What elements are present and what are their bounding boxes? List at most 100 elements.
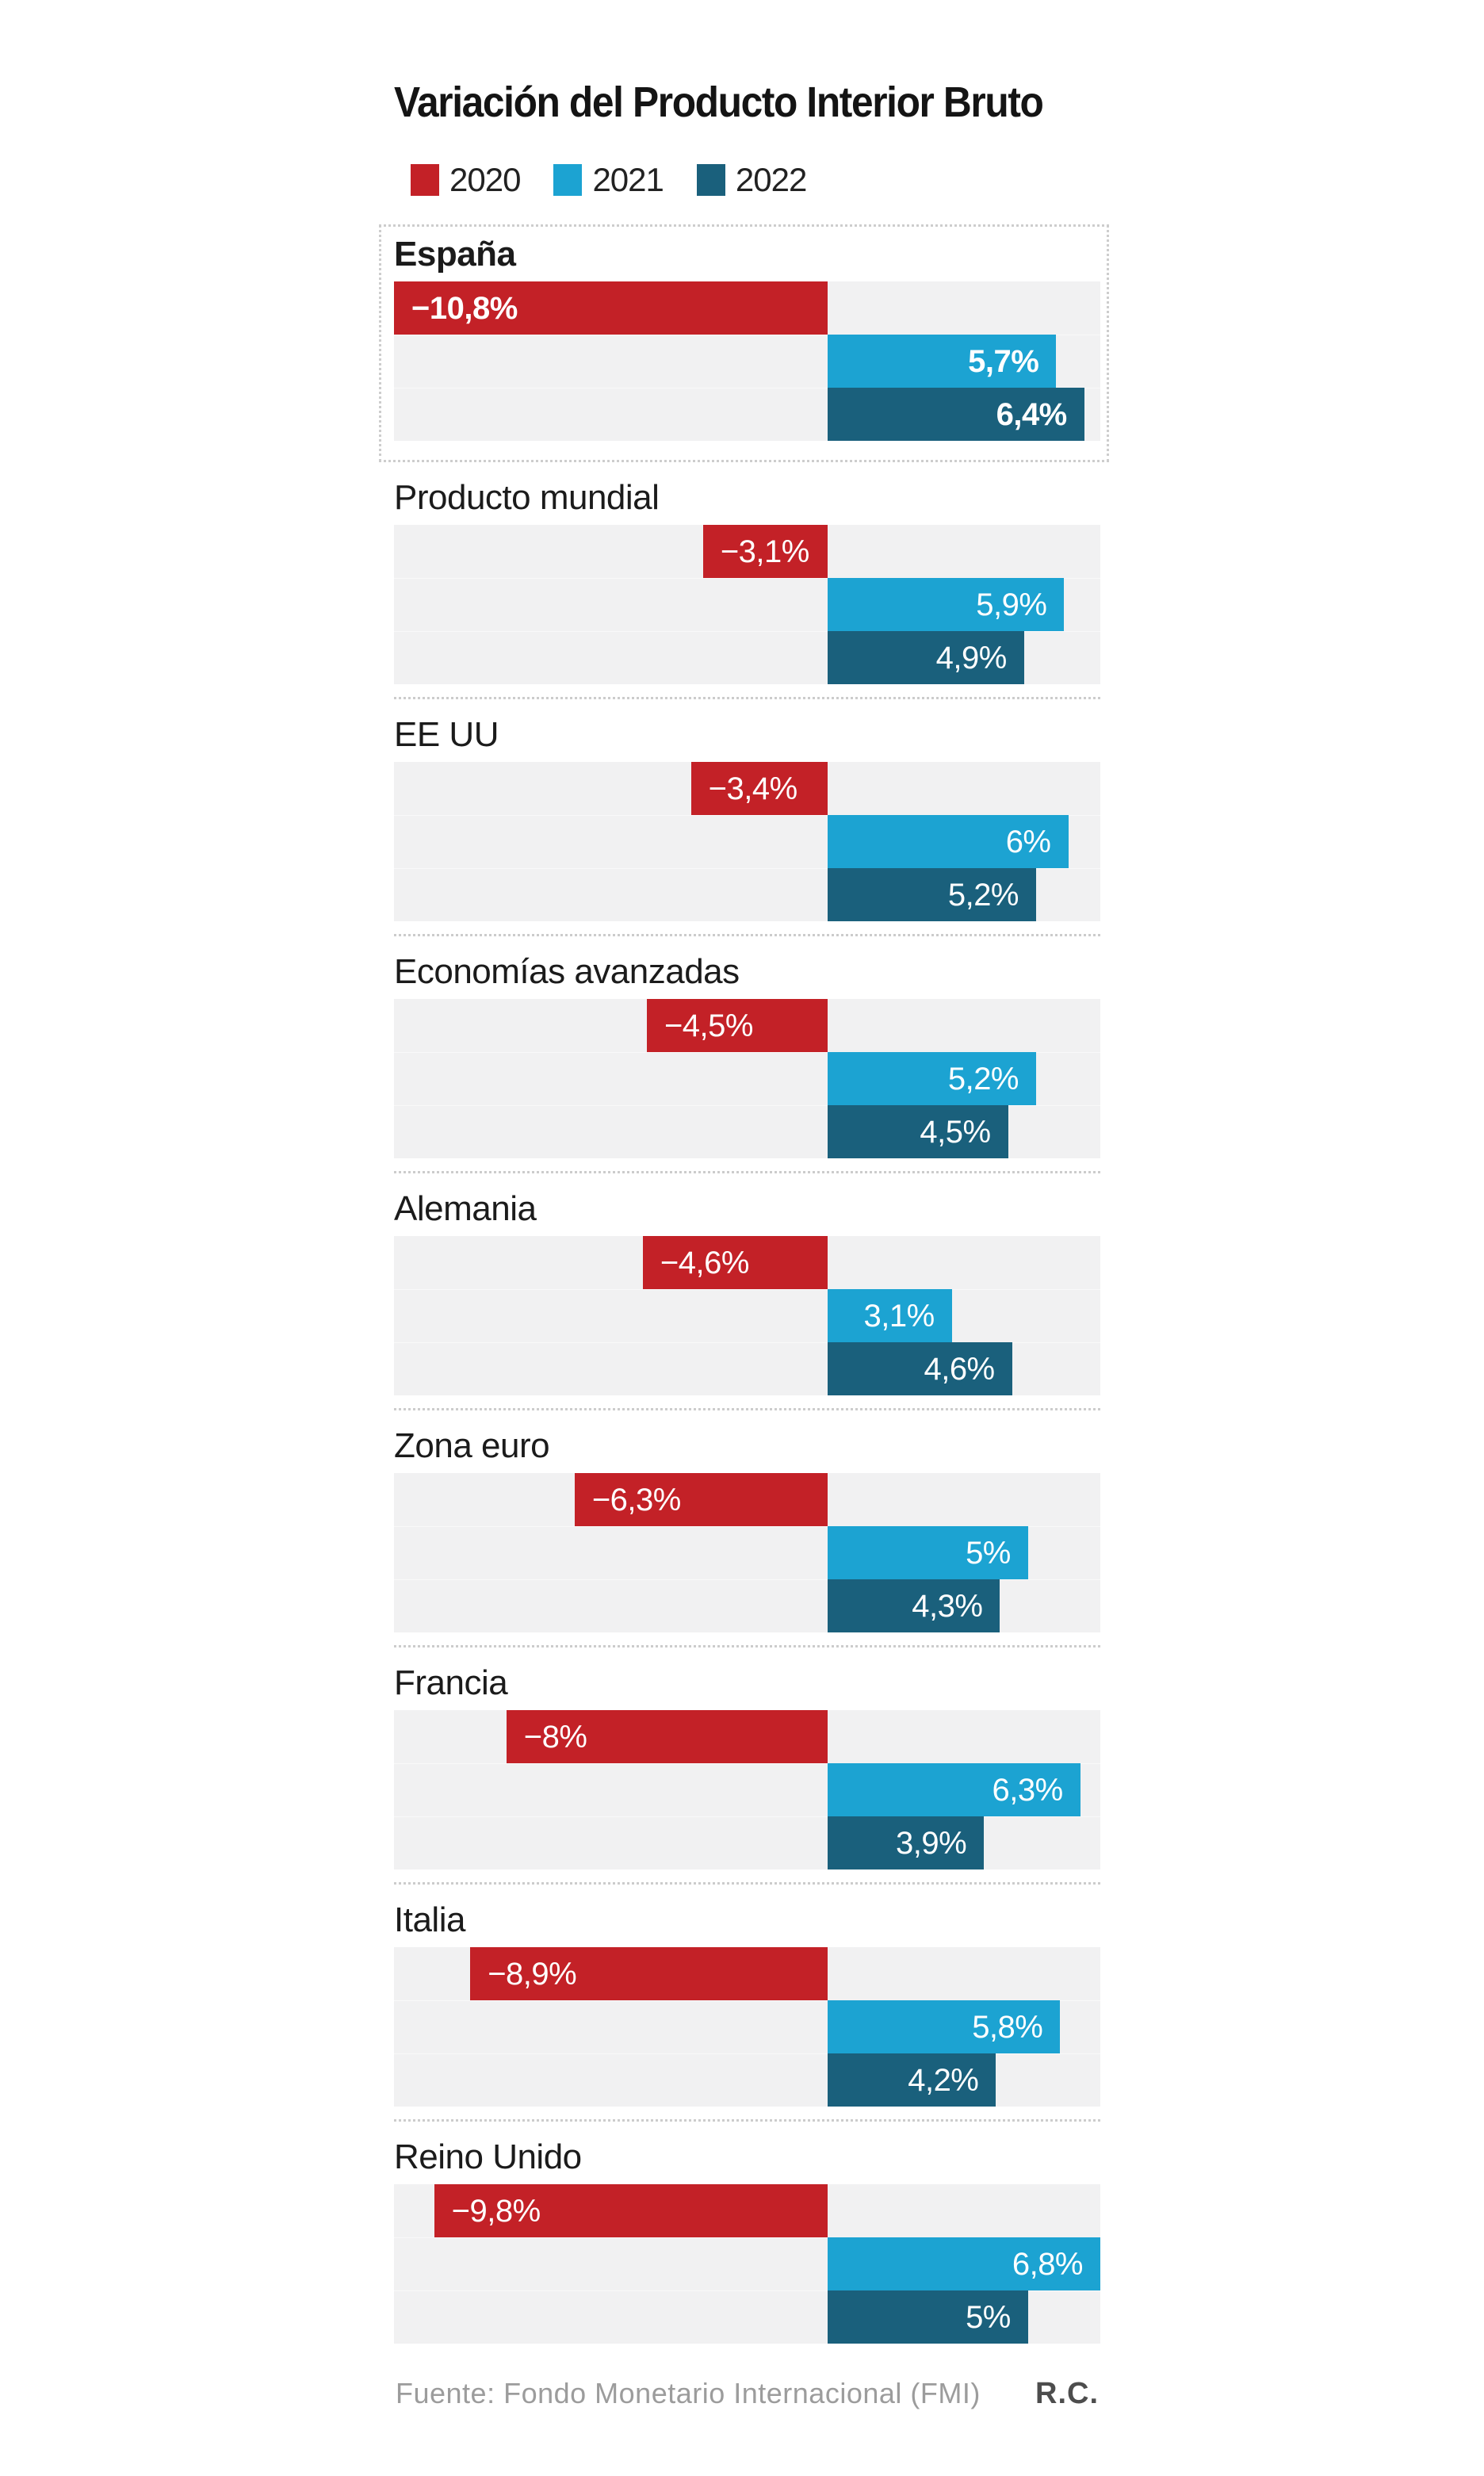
bar-value-label: −4,6% xyxy=(660,1245,750,1280)
gdp-bar-2021: 5,8% xyxy=(827,2000,1061,2053)
bar-track: 6,3% xyxy=(394,1763,1100,1816)
gdp-bar-2022: 4,2% xyxy=(827,2053,996,2107)
bar-rows: −6,3% 5% 4,3% xyxy=(394,1473,1100,1632)
bar-rows: −8% 6,3% 3,9% xyxy=(394,1710,1100,1869)
bar-track: 6,8% xyxy=(394,2237,1100,2290)
country-label: Francia xyxy=(394,1663,508,1702)
country-label: España xyxy=(394,235,516,274)
country-label: Economías avanzadas xyxy=(394,952,740,991)
bar-value-label: 4,6% xyxy=(924,1351,995,1387)
gdp-bar-2020: −6,3% xyxy=(574,1473,828,1526)
bar-rows: −3,1% 5,9% 4,9% xyxy=(394,525,1100,684)
legend-label: 2022 xyxy=(735,161,807,198)
country-block-highlighted: España −10,8% 5,7% 6,4% xyxy=(379,224,1109,462)
country-label: EE UU xyxy=(394,715,499,754)
bar-value-label: 5,7% xyxy=(968,343,1039,379)
bar-value-label: −10,8% xyxy=(411,290,518,326)
bar-rows: −10,8% 5,7% 6,4% xyxy=(394,281,1100,441)
legend-swatch-2021 xyxy=(553,164,583,196)
legend-swatch-2020 xyxy=(411,164,439,196)
bar-track: −8% xyxy=(394,1710,1100,1763)
bar-track: −6,3% xyxy=(394,1473,1100,1526)
bar-track: 4,9% xyxy=(394,631,1100,684)
gdp-bar-2020: −10,8% xyxy=(394,281,828,335)
country-label: Producto mundial xyxy=(394,478,660,517)
bar-rows: −8,9% 5,8% 4,2% xyxy=(394,1947,1100,2107)
country-label: Alemania xyxy=(394,1189,537,1228)
bar-value-label: 6% xyxy=(1005,824,1051,859)
bar-value-label: 5,8% xyxy=(972,2009,1043,2045)
legend-label: 2021 xyxy=(592,161,664,198)
legend-item-2022: 2022 xyxy=(696,161,807,198)
chart-title: Variación del Producto Interior Bruto xyxy=(394,78,1044,126)
bar-value-label: 6,4% xyxy=(996,396,1068,432)
bar-value-label: 5% xyxy=(966,1535,1011,1571)
bar-rows: −4,5% 5,2% 4,5% xyxy=(394,999,1100,1158)
bar-track: −9,8% xyxy=(394,2184,1100,2237)
bar-track: 5,9% xyxy=(394,578,1100,631)
bar-value-label: 5,9% xyxy=(976,587,1047,622)
bar-track: 3,9% xyxy=(394,1816,1100,1869)
bar-track: −4,5% xyxy=(394,999,1100,1052)
bar-track: −8,9% xyxy=(394,1947,1100,2000)
country-block: Alemania −4,6% 3,1% 4,6% xyxy=(394,1173,1100,1410)
bar-track: 5,7% xyxy=(394,335,1100,388)
bar-value-label: −9,8% xyxy=(451,2193,541,2229)
country-block: Italia −8,9% 5,8% 4,2% xyxy=(394,1885,1100,2122)
bar-track: −3,1% xyxy=(394,525,1100,578)
country-block: EE UU −3,4% 6% 5,2% xyxy=(394,699,1100,936)
legend-item-2021: 2021 xyxy=(553,161,664,198)
bar-track: 4,2% xyxy=(394,2053,1100,2107)
gdp-bar-2021: 3,1% xyxy=(827,1289,952,1342)
legend: 2020 2021 2022 xyxy=(411,161,807,198)
gdp-bar-2020: −4,5% xyxy=(646,999,828,1052)
gdp-bar-2021: 5% xyxy=(827,1526,1028,1579)
bar-track: 5,2% xyxy=(394,1052,1100,1105)
bar-value-label: 6,8% xyxy=(1012,2246,1084,2282)
bar-value-label: −4,5% xyxy=(664,1008,754,1043)
bar-track: 5,8% xyxy=(394,2000,1100,2053)
bar-value-label: −3,4% xyxy=(708,771,798,806)
gdp-bar-2022: 4,9% xyxy=(827,631,1024,684)
country-block: Reino Unido −9,8% 6,8% 5% xyxy=(394,2122,1100,2356)
legend-item-2020: 2020 xyxy=(411,163,521,197)
bar-value-label: 3,9% xyxy=(896,1825,967,1861)
bar-track: 4,3% xyxy=(394,1579,1100,1632)
bar-rows: −9,8% 6,8% 5% xyxy=(394,2184,1100,2344)
bar-track: 6,4% xyxy=(394,388,1100,441)
gdp-bar-2020: −3,1% xyxy=(702,525,828,578)
bar-track: 6% xyxy=(394,815,1100,868)
bar-value-label: −8% xyxy=(523,1719,587,1755)
gdp-bar-2022: 4,5% xyxy=(827,1105,1008,1158)
gdp-bar-2022: 3,9% xyxy=(827,1816,985,1869)
gdp-bar-2020: −8% xyxy=(506,1710,828,1763)
bar-value-label: 5,2% xyxy=(947,1061,1019,1096)
credit-initials: R.C. xyxy=(1035,2377,1099,2410)
gdp-bar-2021: 6,8% xyxy=(827,2237,1100,2290)
bar-track: 3,1% xyxy=(394,1289,1100,1342)
gdp-bar-2021: 5,2% xyxy=(827,1052,1036,1105)
country-block: Francia −8% 6,3% 3,9% xyxy=(394,1647,1100,1885)
gdp-bar-2020: −8,9% xyxy=(470,1947,828,2000)
country-label: Reino Unido xyxy=(394,2137,582,2176)
bar-value-label: −3,1% xyxy=(720,534,810,569)
legend-swatch-2022 xyxy=(696,164,725,196)
gdp-bar-2020: −3,4% xyxy=(690,762,828,815)
gdp-bar-2022: 5% xyxy=(827,2290,1028,2344)
bar-track: −3,4% xyxy=(394,762,1100,815)
footer: Fuente: Fondo Monetario Internacional (F… xyxy=(394,2377,1100,2411)
source-note: Fuente: Fondo Monetario Internacional (F… xyxy=(396,2377,981,2409)
gdp-bar-2022: 5,2% xyxy=(827,868,1036,921)
bar-track: 4,6% xyxy=(394,1342,1100,1395)
chart-column: España −10,8% 5,7% 6,4% Producto mundial −3,1… xyxy=(379,224,1109,2411)
bar-rows: −3,4% 6% 5,2% xyxy=(394,762,1100,921)
bar-value-label: 4,5% xyxy=(920,1114,991,1150)
gdp-bar-2021: 6,3% xyxy=(827,1763,1080,1816)
country-label: Zona euro xyxy=(394,1426,550,1465)
country-block: Producto mundial −3,1% 5,9% 4,9% xyxy=(394,462,1100,699)
gdp-bar-2022: 6,4% xyxy=(827,388,1084,441)
gdp-bar-2020: −4,6% xyxy=(642,1236,828,1289)
bar-value-label: 3,1% xyxy=(863,1298,935,1334)
country-label: Italia xyxy=(394,1900,465,1939)
